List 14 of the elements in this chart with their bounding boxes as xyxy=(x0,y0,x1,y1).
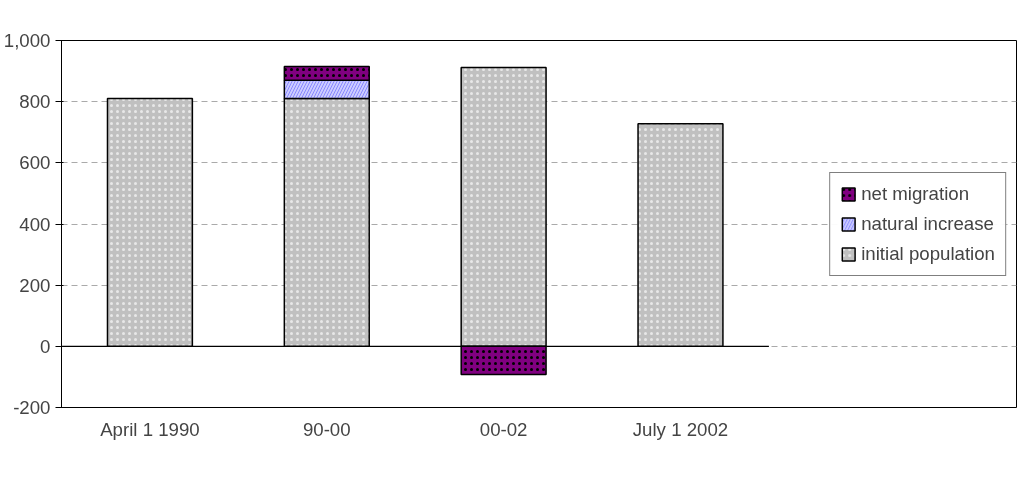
legend-label: net migration xyxy=(861,182,970,205)
legend-label: natural increase xyxy=(861,212,994,235)
y-tick-label: 1,000 xyxy=(3,30,51,51)
y-tick-label: 400 xyxy=(19,213,51,235)
legend-label: initial population xyxy=(861,242,995,265)
x-tick-label: 90-00 xyxy=(302,418,351,440)
y-tick-label: 200 xyxy=(19,274,51,296)
x-tick-label: April 1 1990 xyxy=(100,418,200,440)
y-tick-label: 600 xyxy=(19,152,51,174)
y-tick-label: 0 xyxy=(40,335,51,357)
y-tick-label: 800 xyxy=(19,91,51,113)
y-tick-label: -200 xyxy=(13,397,51,418)
x-tick-label: 00-02 xyxy=(479,418,528,440)
x-tick-label: July 1 2002 xyxy=(632,418,729,440)
